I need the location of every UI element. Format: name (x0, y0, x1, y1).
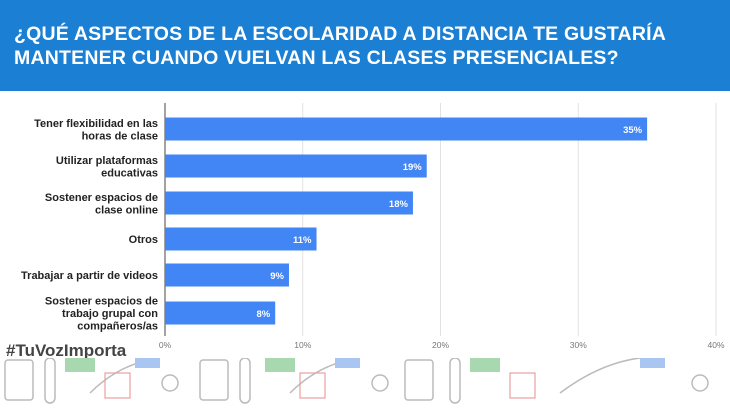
cube-doodles (104, 372, 536, 399)
category-label: Tener flexibilidad en las (34, 118, 158, 130)
data-label: 35% (623, 125, 643, 136)
bar (165, 191, 413, 215)
category-label: Trabajar a partir de videos (21, 270, 158, 282)
category-label: Sostener espacios de (45, 296, 158, 308)
page-title: ¿QUÉ ASPECTOS DE LA ESCOLARIDAD A DISTAN… (14, 23, 666, 69)
doodle-pattern (4, 358, 709, 404)
data-label: 18% (389, 199, 409, 210)
category-label: horas de clase (82, 130, 158, 142)
category-label: Sostener espacios de (45, 192, 158, 204)
hashtag: #TuVozImporta (6, 341, 127, 360)
bar (165, 154, 427, 178)
x-tick-label: 10% (294, 340, 311, 350)
data-label: 11% (293, 235, 312, 246)
category-label: educativas (101, 167, 158, 179)
category-label: compañeros/as (77, 321, 158, 333)
data-label: 8% (256, 309, 270, 320)
colored-doodles (65, 358, 665, 372)
bar (165, 227, 317, 251)
x-tick-label: 20% (432, 340, 449, 350)
x-tick-label: 0% (159, 340, 172, 350)
bar-chart: 0% 10% 20% 30% 40% 35% Tener flexibilidad en l… (21, 103, 725, 350)
bar (165, 263, 289, 287)
school-doodles-decoration (4, 358, 709, 404)
header-banner: ¿QUÉ ASPECTOS DE LA ESCOLARIDAD A DISTAN… (0, 0, 730, 91)
x-tick-label: 30% (570, 340, 587, 350)
data-label: 9% (270, 271, 284, 282)
category-label: clase online (95, 204, 158, 216)
bar (165, 301, 276, 325)
category-label: Otros (129, 234, 158, 246)
category-label: Utilizar plataformas (56, 155, 158, 167)
data-label: 19% (403, 162, 423, 173)
x-tick-label: 40% (707, 340, 724, 350)
bar (165, 117, 648, 141)
category-label: trabajo grupal con (62, 308, 158, 320)
